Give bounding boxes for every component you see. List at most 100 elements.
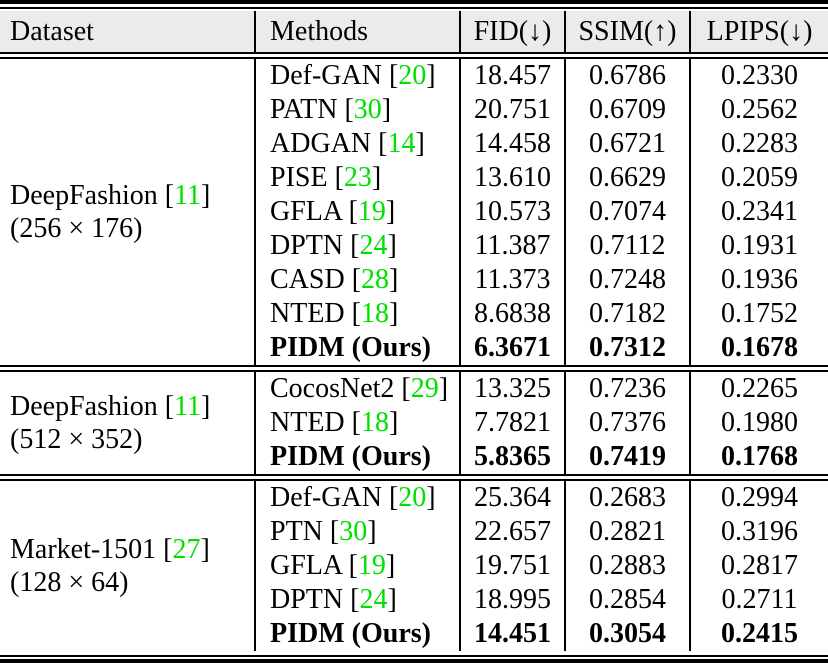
citation-link[interactable]: 27 bbox=[172, 534, 201, 565]
method-label-close: ] bbox=[385, 550, 396, 581]
ssim-cell: 0.2821 bbox=[564, 515, 690, 549]
method-label-close: ] bbox=[371, 162, 382, 193]
citation-link[interactable]: 23 bbox=[343, 162, 372, 193]
bottom-rule-thick bbox=[0, 659, 828, 663]
method-cell: PIDM (Ours) bbox=[254, 331, 460, 366]
ssim-cell: 0.7376 bbox=[564, 406, 690, 440]
bottom-rule-thin bbox=[0, 655, 828, 657]
method-label: GFLA [ bbox=[270, 196, 358, 227]
citation-link[interactable]: 20 bbox=[398, 482, 427, 513]
dataset-name-close: ] bbox=[200, 534, 210, 565]
ssim-cell: 0.7182 bbox=[564, 297, 690, 331]
table-row-ours: PIDM (Ours) 5.8365 0.7419 0.1768 bbox=[0, 440, 828, 475]
method-label-close: ] bbox=[387, 584, 397, 615]
section-market-1501: Market-1501 [27] (128 × 64) Def-GAN [20]… bbox=[0, 480, 828, 651]
fid-cell: 18.457 bbox=[459, 58, 565, 93]
top-rule-thick bbox=[0, 0, 828, 4]
header-methods: Methods bbox=[254, 11, 460, 53]
table-header: Dataset Methods FID(↓) SSIM(↑) LPIPS(↓) bbox=[0, 11, 828, 53]
citation-link[interactable]: 30 bbox=[353, 94, 382, 125]
dataset-resolution: (512 × 352) bbox=[10, 424, 143, 455]
table-row: DeepFashion [11] (512 × 352) CocosNet2 [… bbox=[0, 371, 828, 455]
method-label: NTED [ bbox=[270, 407, 361, 438]
method-cell: DPTN [24] bbox=[254, 583, 460, 617]
dataset-label: DeepFashion [11] bbox=[10, 390, 254, 423]
fid-cell: 14.451 bbox=[459, 617, 565, 651]
lpips-cell: 0.2330 bbox=[689, 58, 828, 93]
section-divider bbox=[0, 474, 828, 481]
fid-cell: 14.458 bbox=[459, 127, 565, 161]
citation-link[interactable]: 14 bbox=[387, 128, 416, 159]
table-row: DPTN [24] 11.387 0.7112 0.1931 bbox=[0, 229, 828, 263]
dataset-name: DeepFashion [ bbox=[10, 391, 175, 422]
citation-link[interactable]: 20 bbox=[398, 60, 427, 91]
fid-cell: 10.573 bbox=[459, 195, 565, 229]
header-ssim: SSIM(↑) bbox=[564, 11, 690, 53]
table-row-ours: PIDM (Ours) 14.451 0.3054 0.2415 bbox=[0, 617, 828, 651]
method-cell: NTED [18] bbox=[254, 297, 460, 331]
method-label: PATN [ bbox=[270, 94, 354, 125]
ssim-cell: 0.7236 bbox=[564, 371, 690, 406]
fid-cell: 22.657 bbox=[459, 515, 565, 549]
fid-cell: 25.364 bbox=[459, 480, 565, 515]
method-cell: Def-GAN [20] bbox=[254, 480, 460, 515]
citation-link[interactable]: 18 bbox=[360, 298, 389, 329]
method-label: PIDM (Ours) bbox=[270, 441, 431, 472]
method-label: GFLA [ bbox=[270, 550, 358, 581]
citation-link[interactable]: 19 bbox=[357, 196, 386, 227]
lpips-cell: 0.2711 bbox=[689, 583, 828, 617]
citation-link[interactable]: 18 bbox=[360, 407, 389, 438]
lpips-cell: 0.2283 bbox=[689, 127, 828, 161]
ssim-cell: 0.7074 bbox=[564, 195, 690, 229]
method-cell: NTED [18] bbox=[254, 406, 460, 440]
method-label-close: ] bbox=[367, 516, 377, 547]
method-cell: GFLA [19] bbox=[254, 549, 460, 583]
citation-link[interactable]: 28 bbox=[361, 264, 390, 295]
citation-link[interactable]: 30 bbox=[339, 516, 368, 547]
separator-row bbox=[0, 52, 828, 59]
double-rule bbox=[0, 365, 828, 372]
method-cell: PATN [30] bbox=[254, 93, 460, 127]
method-label: DPTN [ bbox=[270, 584, 360, 615]
table-row: DeepFashion [11] (256 × 176) Def-GAN [20… bbox=[0, 58, 828, 244]
double-rule bbox=[0, 52, 828, 59]
dataset-name-close: ] bbox=[201, 180, 211, 211]
double-rule bbox=[0, 474, 828, 481]
dataset-resolution: (128 × 64) bbox=[10, 567, 129, 598]
citation-link[interactable]: 11 bbox=[174, 391, 202, 422]
dataset-label: Market-1501 [27] bbox=[10, 533, 254, 566]
method-label: PIDM (Ours) bbox=[270, 332, 431, 363]
lpips-cell: 0.3196 bbox=[689, 515, 828, 549]
method-cell: GFLA [19] bbox=[254, 195, 460, 229]
header-dataset: Dataset bbox=[0, 11, 255, 53]
citation-link[interactable]: 19 bbox=[357, 550, 386, 581]
lpips-cell: 0.1980 bbox=[689, 406, 828, 440]
dataset-label: DeepFashion [11] bbox=[10, 179, 254, 212]
table-row-ours: PIDM (Ours) 6.3671 0.7312 0.1678 bbox=[0, 331, 828, 366]
table-row: GFLA [19] 10.573 0.7074 0.2341 bbox=[0, 195, 828, 229]
lpips-cell: 0.2562 bbox=[689, 93, 828, 127]
ssim-cell: 0.7248 bbox=[564, 263, 690, 297]
citation-link[interactable]: 24 bbox=[359, 584, 388, 615]
method-label-close: ] bbox=[415, 128, 425, 159]
metrics-table: Dataset Methods FID(↓) SSIM(↑) LPIPS(↓) … bbox=[0, 11, 828, 651]
lpips-cell: 0.2994 bbox=[689, 480, 828, 515]
table-row: ADGAN [14] 14.458 0.6721 0.2283 bbox=[0, 127, 828, 161]
ssim-cell: 0.7419 bbox=[564, 440, 690, 475]
ssim-cell: 0.2883 bbox=[564, 549, 690, 583]
method-label-close: ] bbox=[438, 373, 449, 404]
ssim-cell: 0.6629 bbox=[564, 161, 690, 195]
dataset-cell: Market-1501 [27] (128 × 64) bbox=[0, 480, 255, 651]
fid-cell: 13.325 bbox=[459, 371, 565, 406]
ssim-cell: 0.7112 bbox=[564, 229, 690, 263]
dataset-cell: DeepFashion [11] (512 × 352) bbox=[0, 371, 255, 475]
citation-link[interactable]: 29 bbox=[410, 373, 439, 404]
method-label-close: ] bbox=[388, 407, 399, 438]
table-row: Market-1501 [27] (128 × 64) Def-GAN [20]… bbox=[0, 480, 828, 598]
lpips-cell: 0.1678 bbox=[689, 331, 828, 366]
citation-link[interactable]: 11 bbox=[174, 180, 202, 211]
method-label: PISE [ bbox=[270, 162, 344, 193]
method-label-close: ] bbox=[388, 298, 399, 329]
citation-link[interactable]: 24 bbox=[359, 230, 388, 261]
dataset-name: Market-1501 [ bbox=[10, 534, 173, 565]
